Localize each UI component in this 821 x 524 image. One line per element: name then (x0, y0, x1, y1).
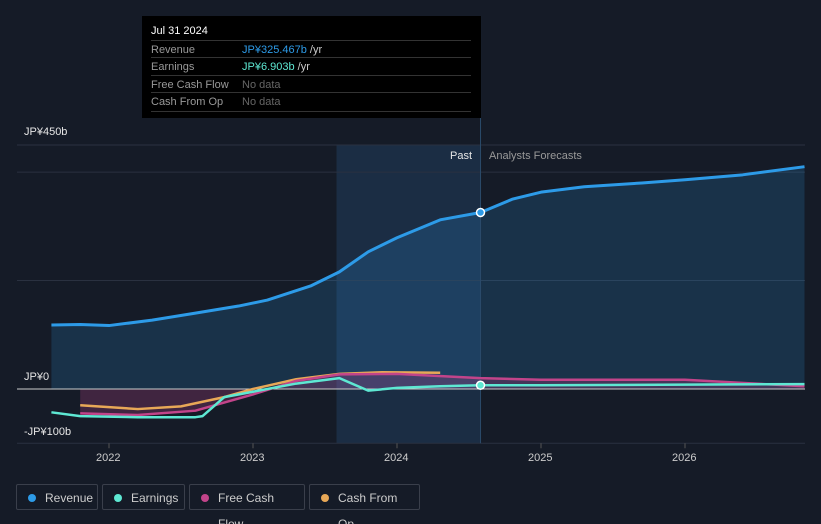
x-tick-label: 2025 (528, 452, 553, 464)
legend-label: Cash From Op (338, 491, 398, 524)
past-region (336, 145, 481, 444)
tooltip-value: JP¥6.903b (242, 61, 295, 73)
x-tick-label: 2024 (384, 452, 409, 464)
earnings-highlight-point (475, 380, 486, 391)
x-tick-label: 2026 (672, 452, 697, 464)
legend-cash-from-op[interactable]: Cash From Op (309, 484, 420, 524)
tooltip-value: No data (242, 79, 281, 91)
earnings-dot-icon (114, 494, 122, 502)
y-tick-label: JP¥0 (24, 371, 50, 383)
tooltip-label: Revenue (151, 44, 196, 56)
tooltip: Jul 31 2024 Revenue JP¥325.467b /yr Earni… (142, 16, 481, 118)
legend-label: Earnings (131, 491, 179, 505)
tooltip-label: Earnings (151, 61, 195, 73)
y-tick-label: -JP¥100b (24, 426, 72, 438)
legend-revenue[interactable]: Revenue (16, 484, 98, 510)
series-line-cash-from-op (80, 370, 441, 411)
y-tick-label: JP¥450b (24, 126, 68, 138)
x-tick-label: 2023 (240, 452, 265, 464)
x-tick-label: 2022 (96, 452, 121, 464)
cfo-dot-icon (321, 494, 329, 502)
tooltip-unit: /yr (294, 61, 310, 73)
revenue-area (51, 166, 805, 389)
tooltip-value: No data (242, 96, 281, 108)
forecast-label: Analysts Forecasts (489, 150, 582, 162)
revenue-highlight-point (475, 207, 486, 218)
revenue-dot-icon (28, 494, 36, 502)
series-line-revenue (51, 165, 805, 328)
past-label: Past (450, 150, 473, 162)
legend-label: Free Cash Flow (218, 491, 275, 524)
tooltip-date: Jul 31 2024 (151, 25, 208, 37)
tooltip-value: JP¥325.467b (242, 44, 307, 56)
tooltip-label: Free Cash Flow (151, 79, 229, 91)
fcf-dot-icon (201, 494, 209, 502)
series-line-earnings (51, 376, 805, 419)
legend-free-cash-flow[interactable]: Free Cash Flow (189, 484, 305, 524)
legend-earnings[interactable]: Earnings (102, 484, 185, 510)
tooltip-unit: /yr (306, 44, 323, 56)
legend-label: Revenue (45, 491, 94, 505)
tooltip-label: Cash From Op (151, 96, 224, 108)
series-line-free-cash-flow (80, 372, 805, 417)
